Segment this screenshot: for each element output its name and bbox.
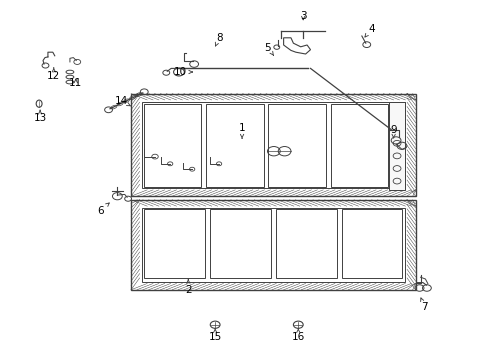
Text: 5: 5 xyxy=(264,42,273,55)
Text: 15: 15 xyxy=(208,329,222,342)
Text: 2: 2 xyxy=(184,279,191,295)
Text: 10: 10 xyxy=(173,67,192,77)
Text: 3: 3 xyxy=(299,11,306,21)
Text: 8: 8 xyxy=(215,33,222,46)
Text: 6: 6 xyxy=(97,203,109,216)
Text: 12: 12 xyxy=(47,68,61,81)
Text: 16: 16 xyxy=(291,329,305,342)
Bar xyxy=(388,102,404,190)
Bar xyxy=(206,104,263,187)
Text: 13: 13 xyxy=(33,110,47,123)
Bar xyxy=(268,104,325,187)
Bar xyxy=(330,104,387,187)
Text: 7: 7 xyxy=(420,298,427,312)
Bar xyxy=(144,104,201,187)
Text: 11: 11 xyxy=(69,78,82,88)
Text: 9: 9 xyxy=(389,125,396,138)
Bar xyxy=(341,209,402,278)
Bar xyxy=(275,209,336,278)
Bar xyxy=(210,209,270,278)
Text: 14: 14 xyxy=(114,96,130,106)
Text: 4: 4 xyxy=(364,24,374,37)
Text: 1: 1 xyxy=(238,123,245,138)
Bar xyxy=(144,209,204,278)
